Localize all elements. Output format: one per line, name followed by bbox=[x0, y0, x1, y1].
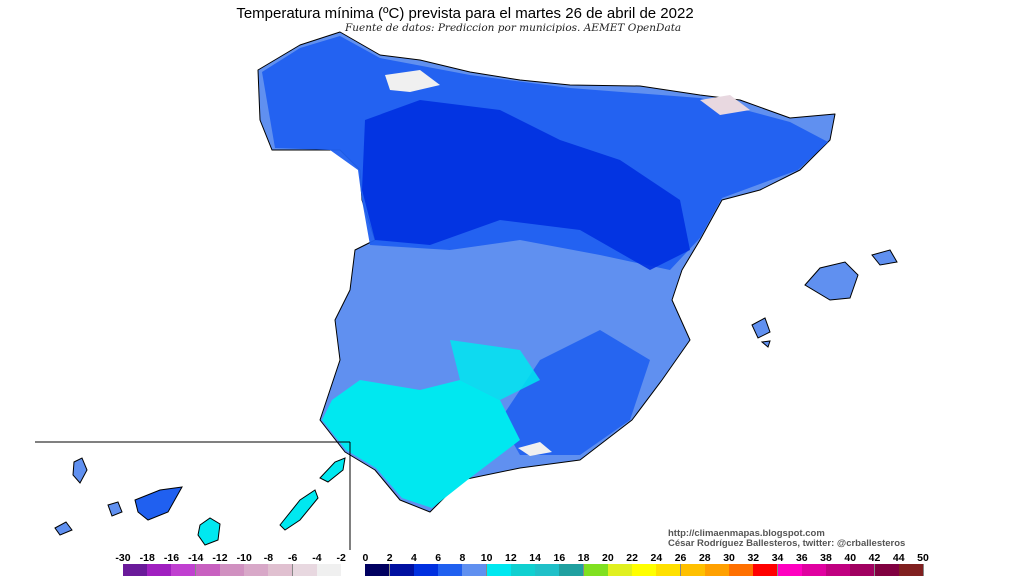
legend-tick-label: 26 bbox=[674, 552, 687, 564]
legend-labels: -30 -18 -16 -14 -12 -10 -8 -6 -4 -2 0 2 4 6 8 10 12 14 16 1… bbox=[0, 552, 1024, 564]
legend-tick-label: -6 bbox=[288, 552, 298, 564]
legend-color-box bbox=[607, 564, 633, 576]
legend-color-box bbox=[486, 564, 512, 576]
legend-tick-label: 34 bbox=[771, 552, 784, 564]
legend-tick-label: -30 bbox=[115, 552, 131, 564]
legend-color-box bbox=[559, 564, 585, 576]
credits: http://climaenmapas.blogspot.com César R… bbox=[668, 529, 905, 549]
guadalquivir-warm-zone bbox=[450, 340, 540, 400]
legend-tick-label: 2 bbox=[386, 552, 393, 564]
legend-tick-label: 28 bbox=[698, 552, 711, 564]
legend-tick-label: -8 bbox=[263, 552, 274, 564]
formentera bbox=[760, 340, 771, 348]
legend-color-box bbox=[898, 564, 924, 576]
la-gomera bbox=[107, 501, 123, 517]
legend-tick-label: 32 bbox=[747, 552, 760, 564]
legend-color-box bbox=[874, 564, 900, 576]
legend-color-box bbox=[704, 564, 730, 576]
gran-canaria bbox=[197, 517, 221, 546]
lanzarote bbox=[319, 457, 346, 483]
la-palma bbox=[72, 457, 88, 484]
legend-tick-label: -16 bbox=[163, 552, 180, 564]
map-title: Temperatura mínima (ºC) prevista para el… bbox=[236, 5, 694, 22]
legend-color-box bbox=[316, 564, 342, 576]
southwest-warm-zone bbox=[322, 380, 520, 508]
legend-color-box bbox=[729, 564, 755, 576]
legend-color-box bbox=[123, 564, 148, 576]
legend-color-box bbox=[389, 564, 415, 576]
legend-tick-label: -4 bbox=[312, 552, 322, 564]
credits-url[interactable]: http://climaenmapas.blogspot.com bbox=[668, 528, 825, 539]
legend-color-box bbox=[656, 564, 682, 576]
legend-tick-label: 4 bbox=[410, 552, 417, 564]
legend-color-box bbox=[801, 564, 827, 576]
legend-color-box bbox=[826, 564, 852, 576]
fuerteventura bbox=[279, 489, 319, 531]
legend-color-box bbox=[753, 564, 779, 576]
legend-tick-label: 36 bbox=[795, 552, 808, 564]
legend-tick-label: 18 bbox=[577, 552, 590, 564]
legend-color-box bbox=[413, 564, 439, 576]
legend-tick-label: 6 bbox=[435, 552, 442, 564]
legend-tick-label: -2 bbox=[336, 552, 346, 564]
ibiza bbox=[751, 317, 771, 339]
legend-color-box bbox=[632, 564, 658, 576]
legend-tick-label: 14 bbox=[529, 552, 541, 564]
legend-color-box bbox=[510, 564, 536, 576]
map-subtitle: Fuente de datos: Prediccion por municipi… bbox=[345, 22, 682, 34]
legend-tick-label: 44 bbox=[892, 552, 905, 564]
snow-cantabrian bbox=[385, 70, 440, 92]
legend-color-box bbox=[777, 564, 803, 576]
legend-tick-label: 24 bbox=[650, 552, 663, 564]
el-hierro bbox=[54, 521, 73, 536]
legend-color-box bbox=[244, 564, 270, 576]
legend-color-box bbox=[535, 564, 561, 576]
tenerife bbox=[134, 486, 183, 521]
credits-author: César Rodríguez Ballesteros, twitter: @c… bbox=[668, 538, 906, 549]
legend-color-box bbox=[438, 564, 464, 576]
legend-color-box bbox=[680, 564, 706, 576]
legend-color-box bbox=[583, 564, 609, 576]
mallorca bbox=[804, 261, 859, 301]
legend-color-box bbox=[341, 564, 367, 576]
coldest-meseta-zone bbox=[362, 100, 690, 270]
legend-color-box bbox=[850, 564, 876, 576]
legend-tick-label: 16 bbox=[553, 552, 566, 564]
legend-color-box bbox=[219, 564, 245, 576]
legend-color-box bbox=[462, 564, 488, 576]
legend-tick-label: 38 bbox=[820, 552, 832, 564]
legend-color-box bbox=[365, 564, 391, 576]
legend-color-box bbox=[292, 564, 318, 576]
legend-tick-label: 22 bbox=[626, 552, 638, 564]
snow-pyrenees bbox=[700, 95, 750, 115]
legend-tick-label: 12 bbox=[505, 552, 517, 564]
legend-tick-label: 42 bbox=[868, 552, 881, 564]
legend-tick-label: 10 bbox=[480, 552, 493, 564]
legend-tick-label: 30 bbox=[723, 552, 735, 564]
legend-tick-label: 0 bbox=[362, 552, 369, 564]
legend-color-box bbox=[147, 564, 173, 576]
legend-color-box bbox=[195, 564, 221, 576]
legend-color-box bbox=[171, 564, 197, 576]
legend-color-box bbox=[268, 564, 294, 576]
menorca bbox=[871, 249, 898, 266]
legend-tick-label: -14 bbox=[188, 552, 204, 564]
legend-tick-label: -10 bbox=[236, 552, 252, 564]
southeast-cold-zone bbox=[500, 330, 650, 455]
legend-tick-label: 8 bbox=[459, 552, 466, 564]
legend-tick-label: 20 bbox=[602, 552, 614, 564]
legend-tick-label: -18 bbox=[139, 552, 155, 564]
snow-sierra-nevada bbox=[518, 442, 552, 456]
legend-tick-label: -12 bbox=[212, 552, 228, 564]
legend-tick-label: 40 bbox=[844, 552, 857, 564]
legend-tick-label: 50 bbox=[917, 552, 929, 564]
